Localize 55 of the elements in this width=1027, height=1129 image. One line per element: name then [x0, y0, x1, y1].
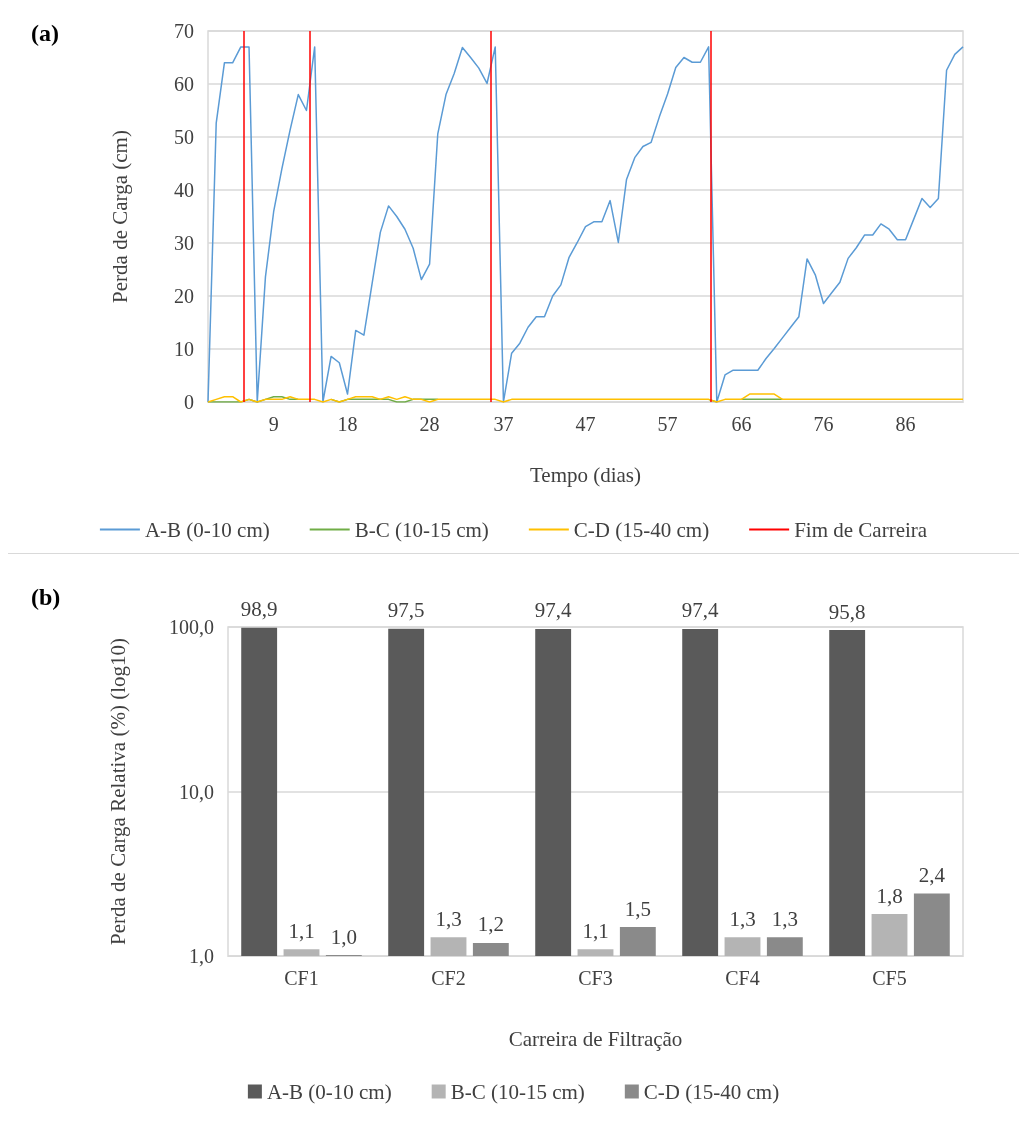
y-tick-label: 10,0 [179, 780, 214, 803]
data-label: 1,3 [729, 906, 756, 931]
x-tick-label: 37 [493, 413, 514, 435]
data-label: 1,2 [477, 912, 504, 937]
line-series [207, 46, 964, 403]
data-label: 98,9 [240, 597, 278, 622]
y-tick-label: 1,0 [189, 945, 214, 967]
y-tick-label: 20 [174, 285, 194, 307]
legend-label: C-D (15-40 cm) [573, 517, 710, 542]
legend-label: Fim de Carreira [794, 517, 928, 542]
x-tick-label: CF5 [872, 967, 907, 989]
y-tick-label: 50 [174, 126, 194, 148]
data-label: 97,4 [534, 598, 573, 623]
data-label: 97,4 [681, 598, 720, 623]
x-tick-label: 9 [268, 413, 279, 435]
y-tick-label: 0 [184, 391, 194, 413]
y-tick-label: 10 [174, 338, 194, 360]
chart-title: (a) [31, 20, 59, 46]
legend-label: C-D (15-40 cm) [643, 1079, 780, 1104]
legend-label: B-C (10-15 cm) [354, 517, 489, 542]
x-tick-label: CF4 [725, 967, 760, 989]
chart-title: (b) [31, 584, 61, 610]
x-tick-label: 47 [575, 413, 596, 435]
y-tick-label: 70 [174, 20, 194, 42]
data-label: 97,5 [387, 598, 425, 623]
legend-label: A-B (0-10 cm) [144, 517, 270, 542]
data-label: 95,8 [828, 599, 866, 624]
x-tick-label: 57 [657, 413, 678, 435]
y-tick-label: 60 [174, 73, 194, 95]
legend-label: B-C (10-15 cm) [450, 1079, 585, 1104]
data-label: 1,3 [771, 906, 798, 931]
x-tick-label: 18 [337, 413, 358, 435]
data-label: 1,3 [435, 906, 462, 931]
x-tick-label: 76 [813, 413, 834, 435]
x-axis-title: Tempo (dias) [529, 462, 642, 487]
legend-label: A-B (0-10 cm) [266, 1079, 392, 1104]
x-tick-label: 86 [895, 413, 916, 435]
x-tick-label: CF1 [284, 967, 319, 989]
y-tick-label: 100,0 [169, 616, 214, 638]
x-tick-label: CF2 [431, 967, 466, 989]
data-label: 1,1 [288, 918, 315, 943]
data-label: 1,1 [582, 918, 609, 943]
data-label: 1,0 [330, 924, 357, 949]
data-label: 1,8 [876, 883, 903, 908]
x-tick-label: 28 [419, 413, 440, 435]
y-tick-label: 30 [174, 232, 194, 254]
data-label: 2,4 [918, 862, 946, 887]
x-axis-title: Carreira de Filtração [508, 1026, 683, 1051]
line-series [207, 393, 964, 403]
y-tick-label: 40 [174, 179, 194, 201]
y-axis-title: Perda de Carga Relativa (%) (log10) [105, 638, 130, 945]
data-label: 1,5 [624, 896, 651, 921]
y-axis-title: Perda de Carga (cm) [107, 130, 132, 303]
x-tick-label: 66 [731, 413, 752, 435]
x-tick-label: CF3 [578, 967, 613, 989]
